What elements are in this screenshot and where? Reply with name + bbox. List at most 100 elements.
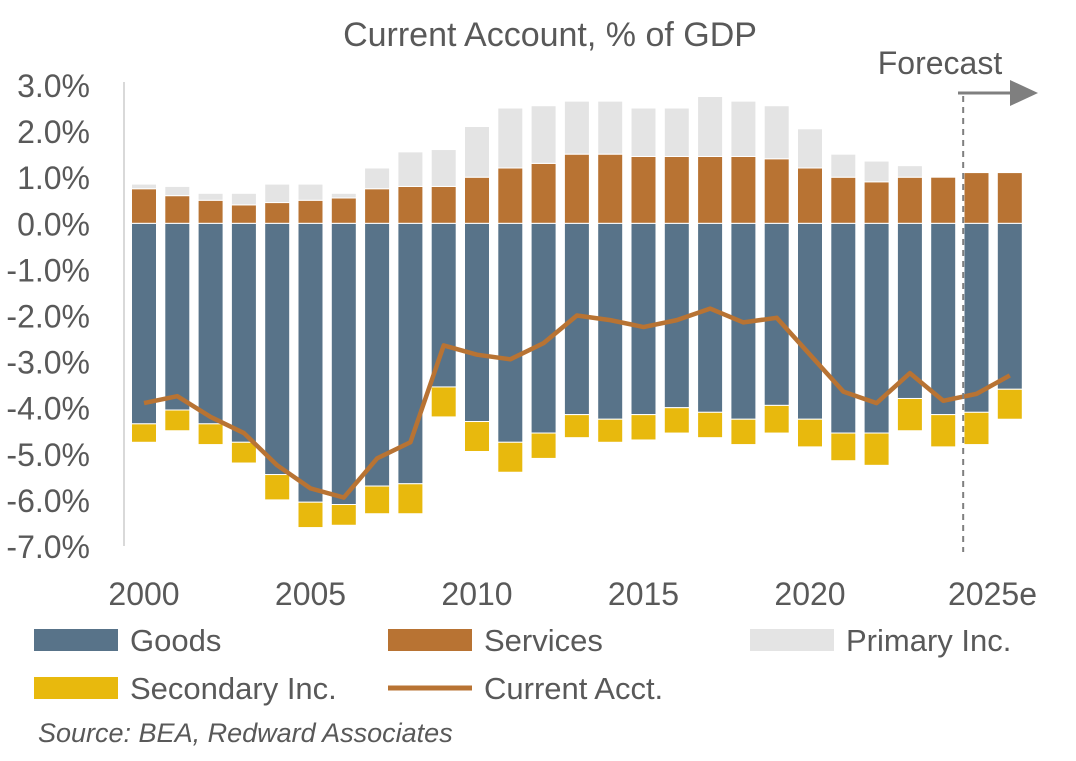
bar-goods xyxy=(797,222,823,420)
bar-services xyxy=(697,155,724,224)
bar-services xyxy=(131,188,157,224)
bar-goods xyxy=(830,222,857,434)
bar-services xyxy=(730,155,757,224)
bar-goods xyxy=(630,222,657,416)
bar-primary-inc xyxy=(197,192,224,201)
legend-label-services: Services xyxy=(484,623,603,658)
bar-goods xyxy=(930,222,957,416)
bar-primary-inc xyxy=(131,183,157,190)
bar-secondary-inc xyxy=(464,421,490,452)
bar-primary-inc xyxy=(430,149,457,187)
bar-secondary-inc xyxy=(330,504,357,526)
bar-secondary-inc xyxy=(763,404,790,434)
bar-services xyxy=(397,185,424,224)
x-tick-label: 2005 xyxy=(275,576,346,612)
bar-primary-inc xyxy=(730,100,757,157)
bar-primary-inc xyxy=(663,107,690,157)
legend-swatch-goods xyxy=(34,629,118,651)
bar-goods xyxy=(164,222,191,411)
bar-primary-inc xyxy=(230,192,257,206)
bar-secondary-inc xyxy=(896,397,923,432)
bar-primary-inc xyxy=(530,105,557,164)
legend-label-secondary-inc: Secondary Inc. xyxy=(130,671,337,706)
forecast-arrow-icon xyxy=(1010,80,1038,106)
bar-secondary-inc xyxy=(397,483,424,515)
bar-services xyxy=(996,172,1023,224)
bar-secondary-inc xyxy=(230,441,257,464)
bar-services xyxy=(364,188,391,224)
bar-services xyxy=(164,195,191,224)
bar-secondary-inc xyxy=(697,411,724,439)
legend-label-primary-inc: Primary Inc. xyxy=(846,623,1011,658)
bar-services xyxy=(963,172,990,224)
bar-goods xyxy=(297,222,324,503)
bar-goods xyxy=(364,222,391,487)
y-tick-label: -2.0% xyxy=(6,299,90,335)
y-tick-label: 0.0% xyxy=(17,206,90,242)
bar-services xyxy=(264,202,291,224)
bar-secondary-inc xyxy=(963,411,990,446)
legend-swatch-secondary-inc xyxy=(34,677,118,699)
bar-services xyxy=(197,199,224,224)
x-tick-label: 2025e xyxy=(948,576,1037,612)
legend-swatch-services xyxy=(388,629,472,651)
bar-secondary-inc xyxy=(497,441,524,473)
bar-primary-inc xyxy=(330,192,357,199)
legend-label-goods: Goods xyxy=(130,623,221,658)
chart-title: Current Account, % of GDP xyxy=(343,16,757,54)
bar-goods xyxy=(697,222,724,413)
bar-secondary-inc xyxy=(430,386,457,418)
bar-services xyxy=(763,158,790,224)
y-tick-label: 1.0% xyxy=(17,160,90,196)
y-tick-label: -1.0% xyxy=(6,252,90,288)
bar-primary-inc xyxy=(630,107,657,157)
axes: 3.0% 2.0% 1.0% 0.0% -1.0% -2.0% -3.0% -4.0% -5.0… xyxy=(6,68,1037,612)
bar-secondary-inc xyxy=(797,418,823,448)
bar-services xyxy=(563,153,590,224)
bar-secondary-inc xyxy=(597,418,624,443)
y-tick-label: 3.0% xyxy=(17,68,90,104)
bar-goods xyxy=(663,222,690,409)
bar-services xyxy=(896,176,923,224)
bar-secondary-inc xyxy=(996,388,1023,420)
bars-group xyxy=(131,96,1023,529)
current-account-line-group xyxy=(143,306,1011,500)
bar-services xyxy=(430,185,457,224)
bar-services xyxy=(464,176,490,224)
bar-primary-inc xyxy=(896,165,923,178)
bar-goods xyxy=(330,222,357,506)
bar-goods xyxy=(963,222,990,413)
bar-goods xyxy=(996,222,1023,390)
bar-primary-inc xyxy=(797,128,823,169)
bar-goods xyxy=(896,222,923,399)
bar-secondary-inc xyxy=(563,414,590,439)
bar-secondary-inc xyxy=(730,418,757,446)
bar-services xyxy=(597,153,624,224)
bar-primary-inc xyxy=(763,105,790,160)
bar-primary-inc xyxy=(264,183,291,204)
bar-services xyxy=(830,176,857,224)
legend: Goods Services Primary Inc. Secondary Inc. C… xyxy=(34,623,1011,706)
bar-services xyxy=(230,204,257,224)
bar-secondary-inc xyxy=(530,432,557,459)
bar-secondary-inc xyxy=(364,485,391,515)
bar-secondary-inc xyxy=(830,432,857,462)
bar-primary-inc xyxy=(830,153,857,178)
bar-primary-inc xyxy=(697,96,724,157)
y-tick-label: -4.0% xyxy=(6,391,90,427)
bar-secondary-inc xyxy=(131,423,157,443)
bar-services xyxy=(297,199,324,224)
bar-goods xyxy=(497,222,524,443)
bar-primary-inc xyxy=(464,125,490,178)
bar-services xyxy=(930,176,957,224)
bar-primary-inc xyxy=(497,107,524,169)
bar-secondary-inc xyxy=(863,432,890,466)
x-tick-label: 2015 xyxy=(608,576,679,612)
bar-services xyxy=(863,181,890,224)
legend-label-current-acct: Current Acct. xyxy=(484,671,663,706)
y-tick-label: -6.0% xyxy=(6,483,90,519)
bar-goods xyxy=(131,222,157,425)
x-tick-label: 2010 xyxy=(441,576,512,612)
bar-services xyxy=(630,155,657,224)
